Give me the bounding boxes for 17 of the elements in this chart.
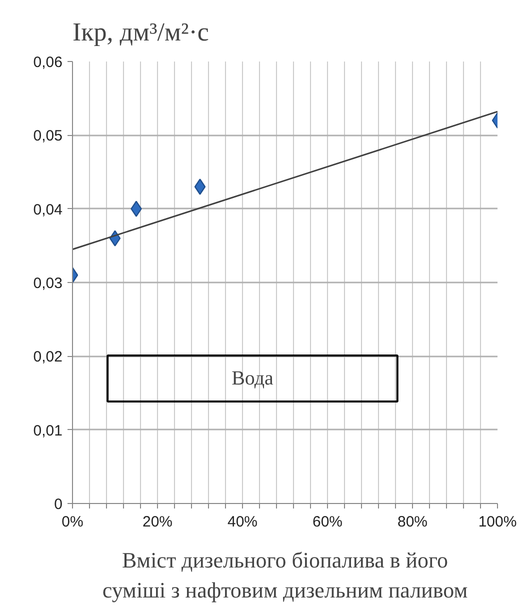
- chart-title: Iкр, дм³/м²·с: [72, 18, 209, 46]
- annotation: Вода: [232, 368, 274, 390]
- x-tick-label: 60%: [312, 514, 343, 530]
- x-tick-label: 40%: [227, 514, 258, 530]
- y-tick-label: 0: [54, 496, 62, 513]
- y-tick-label: 0,05: [33, 128, 63, 145]
- y-tick-label: 0,01: [33, 422, 63, 440]
- y-tick-label: 0,03: [33, 275, 63, 292]
- x-tick-label: 80%: [397, 514, 428, 530]
- y-tick-label: 0,02: [33, 348, 63, 366]
- y-tick-label: 0,04: [33, 201, 63, 218]
- x-tick-label: 0%: [62, 514, 84, 530]
- y-tick-label: 0,06: [33, 54, 63, 71]
- x-tick-label: 20%: [142, 514, 173, 530]
- x-tick-label: 100%: [478, 514, 517, 530]
- x-axis-title: Вміст дизельного біопалива в його суміші з нафтовим дизельним паливом: [102, 548, 468, 602]
- point: [194, 178, 206, 195]
